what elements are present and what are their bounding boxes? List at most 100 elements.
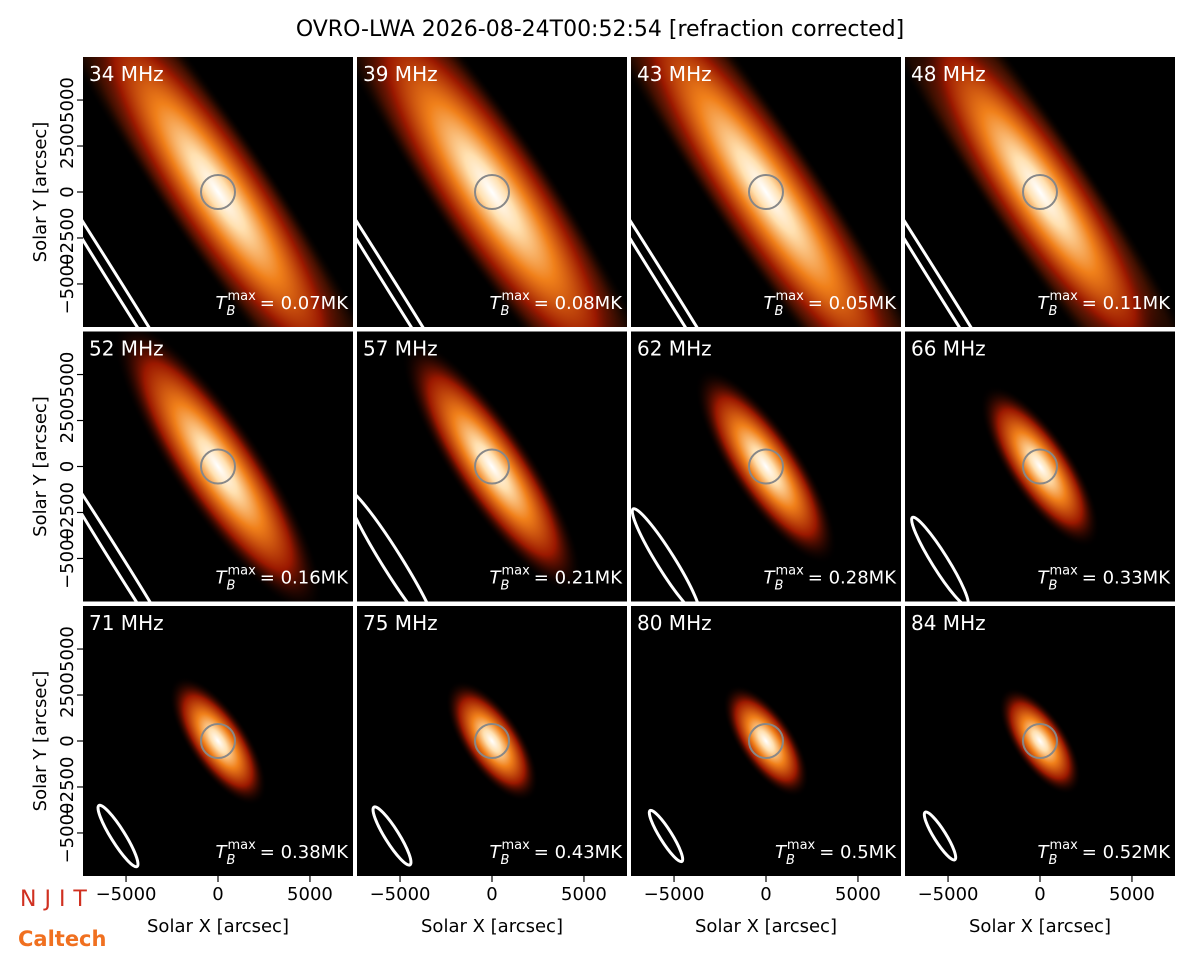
solar-disk [200, 723, 236, 759]
x-tick-label: −5000 [918, 884, 979, 905]
x-tick-label: 0 [760, 884, 771, 905]
x-axis-label: Solar X [arcsec] [147, 916, 289, 937]
x-tick-label: 5000 [287, 884, 333, 905]
annotation-subscript: B [1049, 579, 1058, 594]
emission [83, 57, 353, 327]
annotation: TBmax = 0.21MK [490, 564, 624, 594]
image [371, 680, 539, 867]
image [922, 687, 1082, 862]
annotation-superscript: max [787, 838, 816, 853]
solar-disk [474, 723, 510, 759]
annotation-text: = 0.11MK [1082, 293, 1171, 314]
x-axis-label: Solar X [arcsec] [969, 916, 1111, 937]
x-tick-label: 5000 [835, 884, 881, 905]
x-tick-label: 0 [486, 884, 497, 905]
annotation-symbol: T [764, 568, 777, 589]
frequency-label: 62 MHz [637, 337, 712, 361]
emission [695, 369, 837, 564]
annotation-symbol: T [490, 293, 503, 314]
image [83, 57, 353, 327]
annotation-subscript: B [1049, 304, 1058, 319]
annotation-superscript: max [1049, 564, 1078, 579]
annotation-symbol: T [1038, 293, 1051, 314]
annotation-symbol: T [216, 293, 229, 314]
y-axis-label: Solar Y [arcsec] [30, 122, 51, 263]
frequency-label: 39 MHz [363, 62, 438, 86]
annotation-symbol: T [490, 842, 503, 863]
annotation-superscript: max [775, 564, 804, 579]
beam [905, 90, 1064, 327]
y-tick-label: 0 [57, 735, 78, 746]
annotation-superscript: max [501, 564, 530, 579]
x-tick-label: 0 [212, 884, 223, 905]
emission [445, 680, 539, 802]
solar-disk [200, 174, 236, 210]
annotation-subscript: B [786, 853, 795, 868]
annotation: TBmax = 0.38MK [216, 838, 350, 868]
frequency-label: 84 MHz [911, 611, 986, 635]
annotation-subscript: B [227, 853, 236, 868]
emission [631, 57, 901, 327]
solar-disk [748, 723, 784, 759]
solar-disk [1022, 174, 1058, 210]
annotation-symbol: T [216, 568, 229, 589]
solar-disk [474, 448, 510, 485]
emission [905, 57, 1175, 327]
annotation-subscript: B [501, 853, 510, 868]
image [357, 340, 583, 602]
logo: NJIT [20, 887, 95, 912]
y-axis-label: Solar Y [arcsec] [30, 396, 51, 537]
frequency-label: 52 MHz [89, 337, 164, 361]
y-tick-label: 2500 [57, 123, 78, 169]
annotation-text: = 0.38MK [260, 842, 349, 863]
y-tick-label: 0 [57, 186, 78, 197]
frequency-label: 80 MHz [637, 611, 712, 635]
annotation-subscript: B [1049, 853, 1058, 868]
y-tick-label: −2500 [57, 482, 78, 543]
emission [980, 385, 1100, 548]
annotation-superscript: max [1049, 289, 1078, 304]
image [905, 57, 1175, 327]
x-axis-label: Solar X [arcsec] [695, 916, 837, 937]
beam [83, 424, 205, 602]
beam [371, 805, 413, 867]
annotation-superscript: max [775, 289, 804, 304]
solar-disk [1022, 723, 1058, 759]
solar-disk [1022, 448, 1058, 485]
emission [357, 57, 627, 327]
annotation-text: = 0.43MK [534, 842, 623, 863]
emission [998, 687, 1082, 795]
emission [401, 340, 583, 593]
y-tick-label: 2500 [57, 398, 78, 444]
annotation: TBmax = 0.5MK [775, 838, 897, 868]
annotation-superscript: max [227, 289, 256, 304]
annotation-text: = 0.5MK [819, 842, 897, 863]
beam [357, 90, 516, 327]
x-tick-label: 5000 [1109, 884, 1155, 905]
image [83, 331, 323, 602]
annotation-text: = 0.28MK [808, 568, 897, 589]
annotation-symbol: T [764, 293, 777, 314]
y-axis-label: Solar Y [arcsec] [30, 671, 51, 812]
annotation-subscript: B [227, 579, 236, 594]
figure-title: OVRO-LWA 2026-08-24T00:52:54 [refraction… [296, 17, 904, 42]
annotation-text: = 0.08MK [534, 293, 623, 314]
annotation: TBmax = 0.05MK [764, 289, 898, 319]
logo: Caltech [18, 927, 106, 951]
beam [647, 808, 685, 864]
x-tick-label: −5000 [370, 884, 431, 905]
annotation-text: = 0.05MK [808, 293, 897, 314]
image [357, 57, 627, 327]
annotation-subscript: B [227, 304, 236, 319]
annotation-superscript: max [227, 838, 256, 853]
y-tick-label: 5000 [57, 77, 78, 123]
emission [169, 676, 267, 806]
annotation: TBmax = 0.43MK [490, 838, 624, 868]
beam [96, 803, 140, 869]
y-tick-label: 5000 [57, 352, 78, 398]
y-tick-label: −5000 [57, 254, 78, 315]
frequency-label: 66 MHz [911, 337, 986, 361]
annotation: TBmax = 0.52MK [1038, 838, 1172, 868]
beam [910, 515, 970, 602]
